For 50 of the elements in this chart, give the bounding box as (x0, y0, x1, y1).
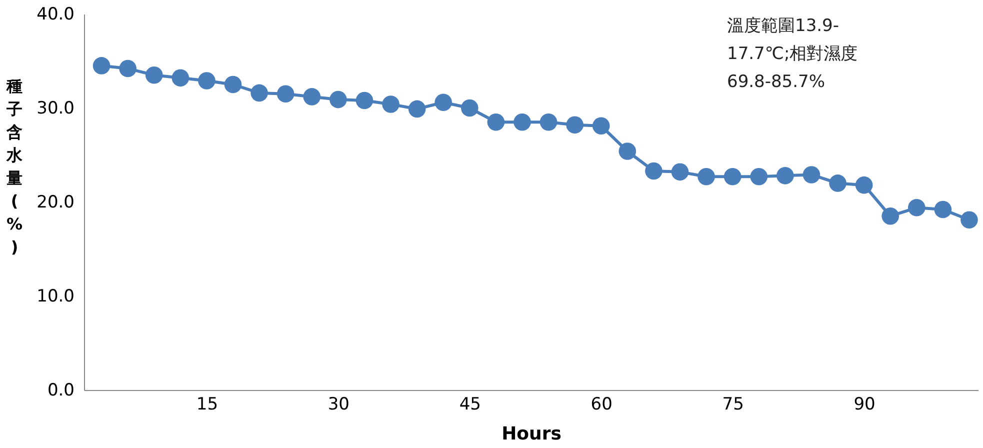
point (145, 66, 163, 84)
point (198, 72, 216, 90)
point (934, 200, 952, 218)
point (829, 174, 846, 192)
x-tick-label: 60 (590, 394, 612, 414)
y-tick-label: 0.0 (47, 380, 74, 400)
x-tick-label: 90 (854, 394, 876, 414)
point (750, 168, 768, 186)
annotation: 溫度範圍13.9- (727, 16, 839, 36)
point (356, 92, 374, 110)
point (592, 117, 610, 135)
point (487, 113, 505, 131)
point (882, 207, 900, 225)
point (960, 211, 978, 229)
annotation: 17.7℃;相對濕度 (727, 44, 858, 64)
point (434, 94, 452, 112)
y-tick-label: 10.0 (36, 286, 74, 306)
point (618, 142, 636, 160)
point (540, 113, 558, 131)
point (776, 167, 794, 184)
y-axis-title: 種子含水量(%) (6, 76, 24, 256)
x-tick-label: 30 (328, 394, 350, 414)
point (119, 60, 136, 78)
point (224, 76, 242, 94)
point (724, 168, 742, 186)
y-tick-label: 20.0 (36, 192, 74, 212)
x-tick-label: 75 (722, 394, 744, 414)
point (855, 176, 873, 194)
point (514, 113, 531, 131)
point (250, 84, 268, 102)
point (908, 198, 926, 216)
point (276, 85, 294, 103)
point (671, 163, 689, 181)
point (645, 162, 662, 180)
point (92, 57, 110, 74)
point (382, 96, 400, 113)
annotation: 69.8-85.7% (727, 72, 825, 92)
x-axis-title: Hours (502, 424, 562, 444)
point (303, 88, 321, 106)
y-tick-label: 40.0 (36, 4, 74, 24)
point (802, 166, 820, 184)
y-tick-label: 30.0 (36, 98, 74, 118)
x-tick-label: 15 (196, 394, 218, 414)
point (566, 116, 584, 134)
x-tick-label: 45 (459, 394, 481, 414)
point (460, 99, 478, 117)
point (330, 90, 347, 108)
point (408, 100, 426, 118)
point (172, 69, 190, 87)
point (698, 168, 715, 186)
